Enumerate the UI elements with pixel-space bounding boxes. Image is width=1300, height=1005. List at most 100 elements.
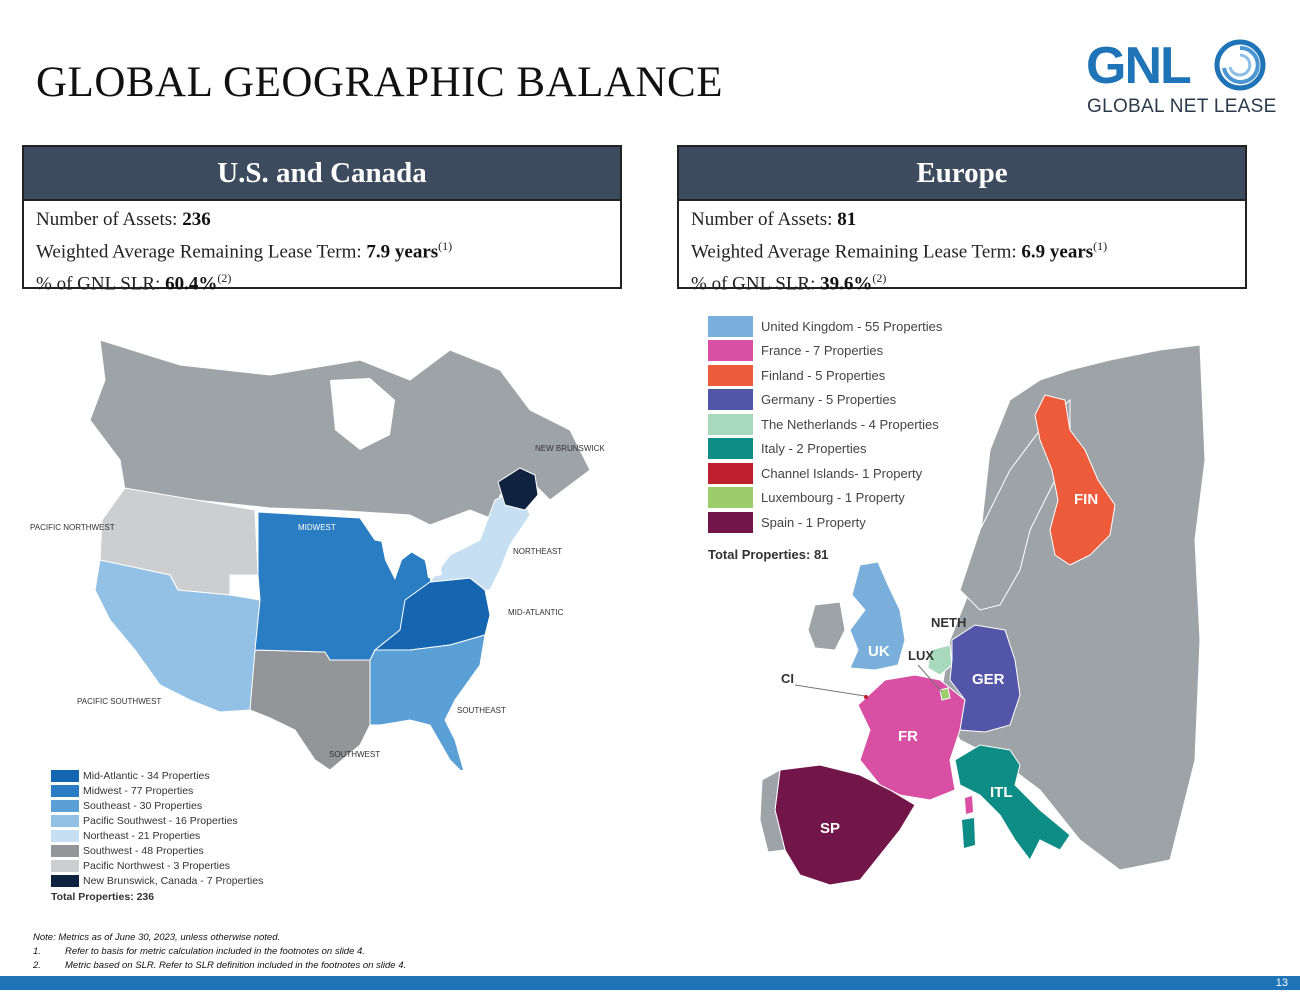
us-canada-panel: U.S. and Canada Number of Assets: 236 We… xyxy=(22,145,622,295)
label-northeast: NORTHEAST xyxy=(513,547,563,556)
germany-shape xyxy=(949,624,1021,733)
uk-shape xyxy=(849,561,906,671)
us-canada-map xyxy=(89,339,591,770)
eu-legend-item: Channel Islands- 1 Property xyxy=(708,461,942,486)
us-assets: Number of Assets: 236 xyxy=(36,209,211,230)
label-ger: GER xyxy=(972,671,1005,688)
legend-swatch xyxy=(51,859,79,872)
eu-legend-item: The Netherlands - 4 Properties xyxy=(708,412,942,437)
us-legend-item: Southwest - 48 Properties xyxy=(51,843,263,858)
bottom-bar: 13 xyxy=(0,976,1300,990)
eu-legend-item: France - 7 Properties xyxy=(708,339,942,364)
eu-legend-item: Luxembourg - 1 Property xyxy=(708,486,942,511)
us-canada-heading: U.S. and Canada xyxy=(24,147,620,201)
sardinia-shape xyxy=(962,818,975,848)
us-legend-item: Northeast - 21 Properties xyxy=(51,828,263,843)
italy-shape xyxy=(954,744,1071,861)
eu-slr: % of GNL SLR: 39.6%(2) xyxy=(691,271,887,295)
legend-swatch xyxy=(708,389,753,411)
legend-swatch xyxy=(708,340,753,362)
us-legend-item: New Brunswick, Canada - 7 Properties xyxy=(51,873,263,888)
us-legend-item: Pacific Southwest - 16 Properties xyxy=(51,813,263,828)
legend-swatch xyxy=(51,814,79,827)
label-mid-atlantic: MID-ATLANTIC xyxy=(508,608,564,617)
legend-swatch xyxy=(708,487,753,509)
eu-legend-item: Germany - 5 Properties xyxy=(708,388,942,413)
label-pacific-southwest: PACIFIC SOUTHWEST xyxy=(77,697,162,706)
portugal-shape xyxy=(759,769,786,853)
label-lux: LUX xyxy=(908,648,934,663)
label-southwest: SOUTHWEST xyxy=(329,750,381,759)
eu-legend-item: Spain - 1 Property xyxy=(708,510,942,535)
us-legend-item: Midwest - 77 Properties xyxy=(51,783,263,798)
eu-legend-item: Italy - 2 Properties xyxy=(708,437,942,462)
legend-swatch xyxy=(708,364,753,386)
label-ci: CI xyxy=(781,671,794,686)
label-fr: FR xyxy=(898,728,918,745)
footnotes: Note: Metrics as of June 30, 2023, unles… xyxy=(33,931,406,973)
logo-wordmark: GNL xyxy=(1086,37,1192,95)
europe-panel: Europe Number of Assets: 81 Weighted Ave… xyxy=(677,145,1247,295)
legend-swatch xyxy=(708,413,753,435)
label-southeast: SOUTHEAST xyxy=(457,706,506,715)
gnl-logo: GNL GLOBAL NET LEASE xyxy=(1086,38,1276,122)
us-legend: Mid-Atlantic - 34 Properties Midwest - 7… xyxy=(51,768,263,903)
france-shape xyxy=(857,674,966,801)
legend-swatch xyxy=(51,844,79,857)
page-number: 13 xyxy=(1275,977,1288,989)
pacific-southwest-region xyxy=(94,559,261,713)
eu-legend-item: United Kingdom - 55 Properties xyxy=(708,314,942,339)
label-pacific-northwest: PACIFIC NORTHWEST xyxy=(30,523,115,532)
eu-legend-item: Finland - 5 Properties xyxy=(708,363,942,388)
northeast-region xyxy=(428,487,531,591)
legend-swatch xyxy=(51,769,79,782)
netherlands-shape xyxy=(927,644,953,676)
channel-islands-marker xyxy=(864,695,868,699)
logo-swirl-icon xyxy=(1214,39,1266,91)
us-legend-item: Southeast - 30 Properties xyxy=(51,798,263,813)
hudson-bay xyxy=(330,378,395,450)
label-new-brunswick: NEW BRUNSWICK xyxy=(535,444,605,453)
legend-swatch xyxy=(708,511,753,533)
new-brunswick-region xyxy=(497,467,539,511)
logo-subtitle: GLOBAL NET LEASE xyxy=(1087,96,1277,117)
europe-metrics: Number of Assets: 81 Weighted Average Re… xyxy=(679,201,1245,304)
ci-pointer-line xyxy=(794,684,866,697)
eu-assets: Number of Assets: 81 xyxy=(691,209,857,230)
legend-swatch xyxy=(51,829,79,842)
us-legend-total: Total Properties: 236 xyxy=(51,891,155,903)
legend-swatch xyxy=(51,874,79,887)
southeast-region xyxy=(369,634,486,770)
label-sp: SP xyxy=(820,820,841,837)
legend-swatch xyxy=(51,799,79,812)
europe-heading: Europe xyxy=(679,147,1245,201)
label-neth: NETH xyxy=(931,615,967,630)
eu-lease-term: Weighted Average Remaining Lease Term: 6… xyxy=(691,239,1108,263)
us-canada-metrics: Number of Assets: 236 Weighted Average R… xyxy=(24,201,620,304)
eu-legend-total: Total Properties: 81 xyxy=(708,546,829,562)
europe-legend: United Kingdom - 55 Properties France - … xyxy=(708,314,942,562)
ireland-shape xyxy=(807,601,846,651)
us-legend-item: Mid-Atlantic - 34 Properties xyxy=(51,768,263,783)
us-lease-term: Weighted Average Remaining Lease Term: 7… xyxy=(36,239,453,263)
lux-pointer-line xyxy=(917,664,943,693)
great-lakes xyxy=(380,532,442,580)
luxembourg-shape xyxy=(939,687,951,701)
label-uk: UK xyxy=(868,643,890,660)
legend-swatch xyxy=(708,462,753,484)
footnote-item: 2. Metric based on SLR. Refer to SLR defi… xyxy=(33,960,407,971)
slide-title: GLOBAL GEOGRAPHIC BALANCE xyxy=(36,59,723,106)
legend-swatch xyxy=(51,784,79,797)
footnote-item: 1. Refer to basis for metric calculation … xyxy=(33,946,365,957)
legend-swatch xyxy=(708,438,753,460)
corsica-shape xyxy=(965,796,973,814)
label-fin: FIN xyxy=(1074,491,1099,508)
us-slr: % of GNL SLR: 60.4%(2) xyxy=(36,271,232,295)
footnote-note: Note: Metrics as of June 30, 2023, unles… xyxy=(33,932,281,943)
europe-map xyxy=(759,344,1206,886)
legend-swatch xyxy=(708,315,753,337)
label-itl: ITL xyxy=(990,784,1013,801)
us-legend-item: Pacific Northwest - 3 Properties xyxy=(51,858,263,873)
finland-shape xyxy=(1034,394,1116,566)
label-midwest: MIDWEST xyxy=(298,523,336,532)
